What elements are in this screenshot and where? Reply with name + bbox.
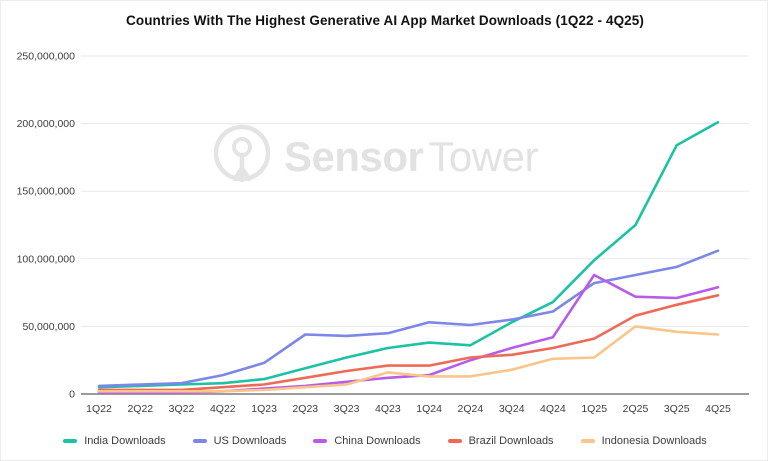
y-tick-label: 150,000,000: [17, 186, 76, 198]
legend-label-us-downloads: US Downloads: [213, 435, 287, 447]
series-line-us-downloads: [97, 249, 720, 388]
series-layer: [97, 120, 720, 394]
sensortower-logo-icon: [213, 124, 271, 183]
legend-label-indonesia-downloads: Indonesia Downloads: [601, 435, 707, 447]
x-tick-label: 4Q24: [540, 403, 566, 415]
x-axis-labels: 1Q22 2Q22 3Q22 4Q22 1Q23 2Q23 3Q23 4Q23 1Q24 2Q24…: [86, 403, 731, 415]
legend-swatch-indonesia-downloads: [580, 439, 595, 443]
chart-title: Countries With The Highest Generative AI…: [126, 13, 644, 28]
series-line-indonesia-downloads: [97, 325, 720, 393]
legend-item-brazil-downloads: Brazil Downloads: [447, 435, 554, 447]
legend-swatch-india-downloads: [63, 439, 78, 443]
x-tick-label: 3Q25: [664, 403, 690, 415]
watermark-text-light: Tower: [428, 133, 538, 180]
y-tick-label: 250,000,000: [17, 51, 76, 63]
y-axis-labels: 0 50,000,000 100,000,000 150,000,000 200,000…: [17, 51, 76, 401]
legend-label-china-downloads: China Downloads: [334, 435, 421, 447]
x-tick-label: 4Q22: [210, 403, 236, 415]
legend-swatch-brazil-downloads: [447, 439, 462, 443]
x-tick-label: 3Q22: [169, 403, 195, 415]
legend-swatch-china-downloads: [313, 439, 328, 443]
sensortower-watermark: Sensor Tower: [213, 124, 539, 183]
legend-item-china-downloads: China Downloads: [313, 435, 421, 447]
x-tick-label: 1Q25: [581, 403, 607, 415]
watermark-text: Sensor Tower: [284, 133, 538, 180]
x-tick-label: 4Q25: [705, 403, 731, 415]
chart-legend: India Downloads US Downloads China Downloa…: [1, 432, 767, 450]
x-tick-label: 1Q22: [86, 403, 112, 415]
x-tick-label: 1Q24: [416, 403, 442, 415]
series-line-india-downloads: [97, 120, 720, 389]
x-tick-label: 3Q23: [334, 403, 360, 415]
legend-label-brazil-downloads: Brazil Downloads: [468, 435, 554, 447]
y-tick-label: 100,000,000: [17, 253, 76, 265]
series-line-brazil-downloads: [97, 293, 720, 392]
legend-label-india-downloads: India Downloads: [84, 435, 166, 447]
y-tick-label: 200,000,000: [17, 118, 76, 130]
y-tick-label: 0: [69, 389, 75, 401]
x-tick-label: 2Q25: [623, 403, 649, 415]
x-tick-label: 2Q24: [458, 403, 484, 415]
x-tick-label: 3Q24: [499, 403, 525, 415]
legend-item-indonesia-downloads: Indonesia Downloads: [580, 435, 707, 447]
legend-item-india-downloads: India Downloads: [63, 435, 166, 447]
x-tick-label: 2Q22: [127, 403, 153, 415]
x-tick-label: 2Q23: [292, 403, 318, 415]
legend-swatch-us-downloads: [192, 439, 207, 443]
x-tick-label: 1Q23: [251, 403, 277, 415]
watermark-text-bold: Sensor: [284, 133, 424, 180]
legend-item-us-downloads: US Downloads: [192, 435, 287, 447]
y-tick-label: 50,000,000: [22, 321, 75, 333]
x-tick-label: 4Q23: [375, 403, 401, 415]
